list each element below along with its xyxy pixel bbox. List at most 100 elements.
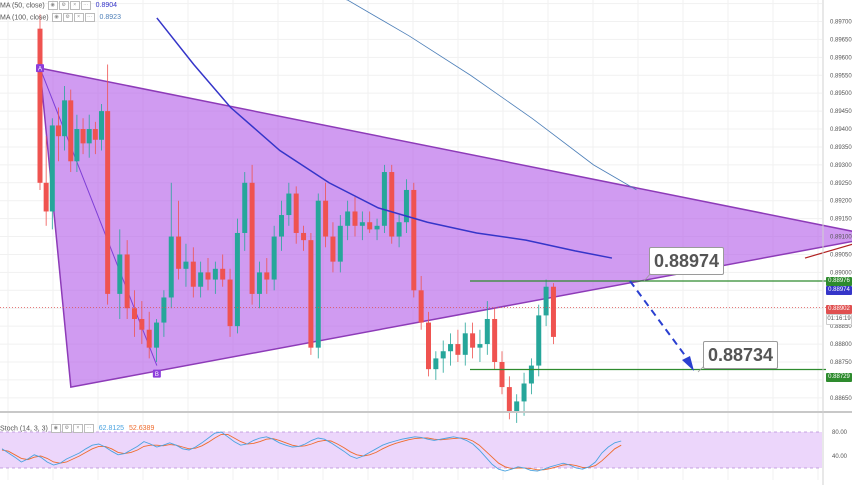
candle-body [359,222,365,226]
ma-price-tag: 0.88974 [826,286,852,295]
stoch-k-value: 62.8125 [98,425,125,433]
current-price-tag: 0.88902 [826,305,852,314]
candle-body [117,254,123,294]
projection-dashed-line [629,280,689,361]
candle-body [514,401,520,413]
candle-body [220,268,226,280]
stoch-k-line [1,431,622,472]
price-tick-label: 0.89700 [830,20,852,26]
candle-body [264,272,270,280]
candle-body [99,111,104,140]
candle-body [212,268,218,280]
candle-body [227,279,233,327]
price-tick-label: 0.89300 [830,163,852,169]
candle-body [198,272,204,287]
candle-body [124,254,130,309]
triangle-point-labels: ABCD [36,64,161,378]
candle-body [499,361,505,388]
more-icon[interactable]: ⋯ [83,424,94,433]
candle-body [301,232,307,241]
more-icon[interactable]: ⋯ [84,13,95,22]
gear-icon[interactable]: ⚙ [58,1,69,10]
candle-body [139,318,145,330]
stoch-tick-label: 40.00 [832,454,848,460]
sma-50-line [156,17,613,259]
candle-body [374,225,380,230]
price-tick-label: 0.89250 [830,181,852,187]
price-tick-label: 0.88650 [830,396,852,402]
candle-body [337,225,343,262]
candle-body [279,215,284,237]
stoch-axis[interactable]: 80.00 40.00 [832,430,848,460]
close-icon[interactable]: × [73,13,84,22]
symmetrical-triangle[interactable] [39,67,852,388]
candle-body [161,297,167,323]
price-tick-label: 0.89550 [830,73,852,79]
price-tick-label: 0.89500 [830,91,852,97]
stoch-legend[interactable]: Stoch (14, 3, 3) ◉ ⚙ × ⋯ 62.8125 52.6389 [0,424,154,433]
candle-body [74,129,80,162]
candle-body [403,189,409,223]
bar-countdown-tag: 01:16:19 [826,314,852,325]
price-tick-label: 0.88750 [830,360,852,366]
candle-body [242,182,248,233]
eye-icon[interactable]: ◉ [51,13,62,22]
price-tick-label: 0.89100 [830,235,852,241]
price-tick-label: 0.89000 [830,270,852,276]
candle-body [381,172,387,226]
projection-arrowhead [682,356,694,371]
candle-body [528,365,534,384]
candle-body [249,182,255,294]
candle-body [367,222,373,230]
candle-body [543,286,549,316]
resistance-price-tag: 0.88976 [826,277,852,286]
more-icon[interactable]: ⋯ [80,1,91,10]
price-tick-label: 0.89050 [830,252,852,258]
candle-body [286,193,292,216]
candle-body [49,125,55,212]
candle-body [477,344,483,348]
stoch-d-line [1,433,622,471]
candle-body [132,308,137,319]
candle-body [105,111,111,294]
ma100-legend[interactable]: MA (100, close) ◉ ⚙ × ⋯ 0.8923 [0,13,121,22]
candle-body [470,333,476,348]
candle-body [86,129,92,144]
price-tick-label: 0.89450 [830,109,852,115]
stochastic-oscillator [0,431,822,472]
close-icon[interactable]: × [69,1,80,10]
close-icon[interactable]: × [72,424,83,433]
candlesticks [37,14,556,423]
price-tick-label: 0.89400 [830,127,852,133]
candle-body [389,172,395,237]
projection-arrow [629,271,707,373]
candle-body [271,236,277,280]
candle-body [396,222,402,237]
ma50-legend[interactable]: MA (50, close) ◉ ⚙ × ⋯ 0.8904 [0,1,117,10]
price-tick-label: 0.89650 [830,37,852,43]
gear-icon[interactable]: ⚙ [62,13,73,22]
eye-icon[interactable]: ◉ [47,1,58,10]
candle-body [426,322,431,370]
candle-body [190,261,196,287]
red-trendline[interactable] [804,237,852,259]
candle-body [62,100,68,137]
candle-body [37,28,43,183]
candle-body [256,272,262,294]
candle-body [80,129,86,144]
candle-body [43,182,49,212]
candle-body [418,290,424,323]
candle-body [440,351,446,359]
stoch-legend-label: Stoch (14, 3, 3) [0,425,48,433]
gear-icon[interactable]: ⚙ [61,424,72,433]
candle-body [455,344,461,355]
eye-icon[interactable]: ◉ [50,424,61,433]
candle-body [92,129,98,140]
candle-body [323,200,329,237]
support-price-tag: 0.88729 [826,373,852,382]
point-a-marker [36,64,44,73]
ma100-legend-value: 0.8923 [99,14,121,22]
candle-body [176,236,182,269]
support-callout: 0.88734 [703,341,779,369]
